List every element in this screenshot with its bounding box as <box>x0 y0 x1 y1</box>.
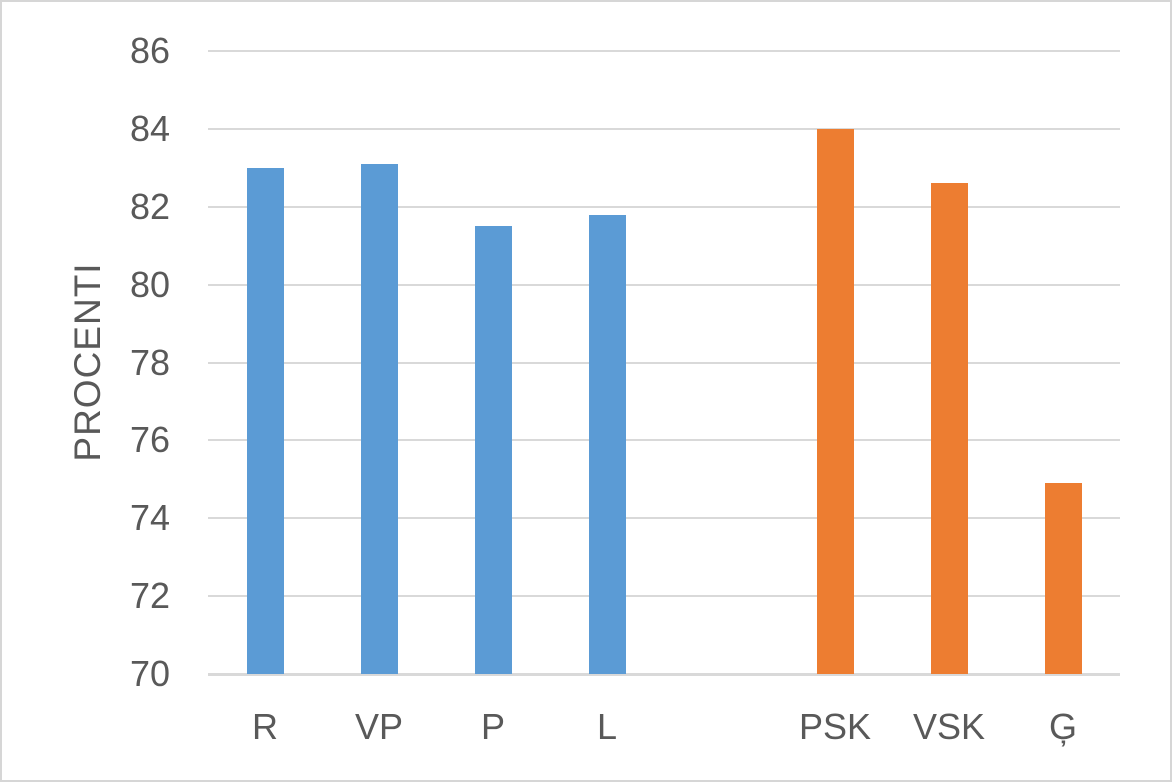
y-tick-label: 74 <box>129 497 170 539</box>
x-category-label-PSK: PSK <box>798 706 872 747</box>
gridline <box>208 127 1120 130</box>
gridline <box>208 595 1120 598</box>
gridline <box>208 361 1120 364</box>
bar-P <box>474 226 512 674</box>
bar-L <box>588 214 626 674</box>
y-tick-label: 82 <box>129 185 170 227</box>
bar-VP <box>360 163 398 674</box>
bar-Ģ <box>1044 483 1082 674</box>
x-category-label-R: R <box>252 706 278 747</box>
bar-R <box>246 167 284 674</box>
x-axis-line <box>208 673 1120 676</box>
y-tick-label: 86 <box>129 30 170 71</box>
gridline <box>208 517 1120 520</box>
gridline <box>208 205 1120 208</box>
x-category-label-L: L <box>596 706 618 747</box>
y-tick-label: 76 <box>129 419 170 461</box>
gridline <box>208 50 1120 52</box>
gridline <box>208 439 1120 442</box>
x-category-label-P: P <box>480 706 505 747</box>
x-category-label-VP: VP <box>354 706 404 747</box>
y-tick-label: 80 <box>129 263 170 305</box>
gridline <box>208 283 1120 286</box>
y-tick-label: 72 <box>129 575 170 617</box>
x-category-label-VSK: VSK <box>912 706 986 747</box>
y-tick-label: 78 <box>129 341 170 383</box>
y-tick-label: 70 <box>129 653 170 694</box>
bar-PSK <box>816 128 854 674</box>
bar-VSK <box>930 183 968 674</box>
y-tick-label: 84 <box>129 107 170 149</box>
x-category-label-Ģ: Ģ <box>1048 706 1077 747</box>
